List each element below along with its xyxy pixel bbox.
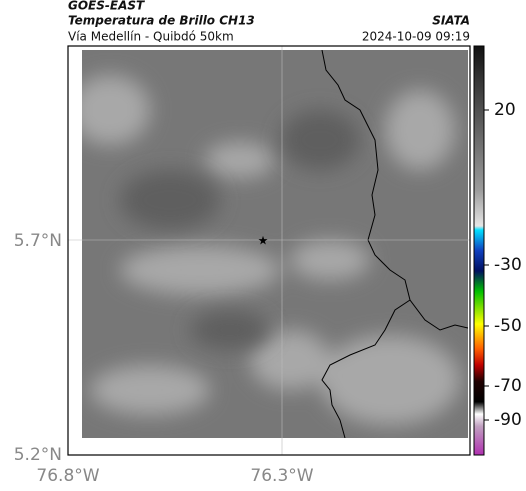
colorbar-label: 20 [494, 100, 516, 120]
lat-label: 5.7°N [14, 231, 62, 251]
product: Temperatura de Brillo CH13 [68, 14, 255, 28]
location-marker: ★ [258, 234, 269, 248]
satellite-image [82, 50, 468, 438]
colorbar-label: -30 [494, 255, 522, 275]
border [321, 50, 468, 331]
lon-label: 76.8°W [36, 466, 99, 486]
region: Vía Medellín - Quibdó 50km [68, 30, 234, 44]
colorbar-ticks: 20 -30 -50 -70 -90 [484, 100, 522, 430]
source: GOES-EAST [68, 0, 145, 13]
agency: SIATA [432, 14, 470, 28]
lat-label: 5.2°N [14, 445, 62, 465]
lon-label: 76.3°W [250, 466, 313, 486]
colorbar-label: -90 [494, 410, 522, 430]
colorbar-label: -50 [494, 316, 522, 336]
map-frame [67, 45, 471, 456]
border [321, 299, 411, 438]
datetime: 2024-10-09 09:19 [362, 30, 470, 44]
colorbar-label: -70 [494, 376, 522, 396]
colorbar [473, 45, 485, 456]
